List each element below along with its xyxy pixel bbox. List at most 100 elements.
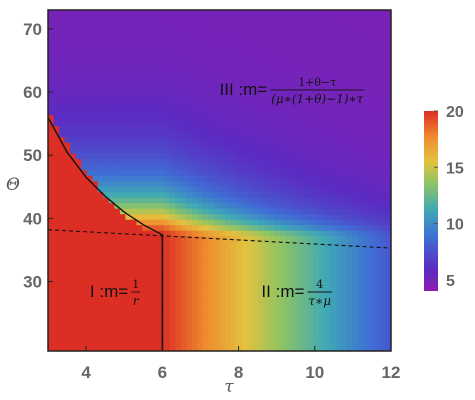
heatmap-cell-3800 bbox=[385, 246, 391, 253]
heatmap-cell-1324 bbox=[164, 224, 171, 231]
heatmap-cell-1282 bbox=[158, 114, 165, 121]
heatmap-cell-551 bbox=[92, 43, 99, 50]
heatmap-cell-3146 bbox=[324, 92, 331, 99]
heatmap-cell-103 bbox=[53, 120, 60, 127]
heatmap-cell-1820 bbox=[208, 224, 215, 231]
heatmap-cell-2659 bbox=[280, 43, 287, 50]
heatmap-cell-2647 bbox=[280, 109, 287, 116]
heatmap-cell-2977 bbox=[313, 340, 320, 347]
heatmap-cell-2820 bbox=[296, 180, 304, 187]
heatmap-cell-136 bbox=[59, 279, 66, 286]
heatmap-cell-3705 bbox=[374, 87, 381, 94]
heatmap-cell-1146 bbox=[147, 180, 154, 187]
heatmap-cell-2960 bbox=[308, 92, 315, 99]
heatmap-cell-1369 bbox=[169, 318, 176, 325]
heatmap-cell-3792 bbox=[385, 290, 391, 297]
heatmap-cell-728 bbox=[108, 92, 116, 99]
heatmap-cell-638 bbox=[103, 246, 110, 253]
heatmap-cell-2696 bbox=[285, 180, 293, 187]
heatmap-cell-1570 bbox=[186, 235, 193, 242]
heatmap-cell-3226 bbox=[335, 334, 342, 341]
heatmap-cell-2075 bbox=[230, 186, 237, 193]
heatmap-cell-423 bbox=[81, 65, 88, 72]
heatmap-cell-1859 bbox=[208, 10, 215, 17]
heatmap-cell-542 bbox=[92, 92, 99, 99]
heatmap-cell-1848 bbox=[208, 70, 215, 77]
heatmap-cell-944 bbox=[130, 268, 138, 275]
heatmap-cell-758 bbox=[114, 268, 121, 275]
heatmap-cell-2238 bbox=[247, 312, 254, 319]
heatmap-cell-1807 bbox=[208, 296, 215, 303]
heatmap-cell-975 bbox=[130, 98, 138, 105]
heatmap-cell-2399 bbox=[258, 109, 265, 116]
heatmap-cell-2968 bbox=[308, 48, 315, 55]
heatmap-cell-1850 bbox=[208, 59, 215, 66]
heatmap-cell-1417 bbox=[169, 54, 176, 61]
heatmap-cell-3002 bbox=[313, 202, 320, 209]
heatmap-cell-1071 bbox=[142, 252, 149, 259]
heatmap-cell-2567 bbox=[274, 208, 282, 215]
heatmap-cell-1505 bbox=[180, 252, 188, 259]
heatmap-cell-917 bbox=[125, 76, 132, 83]
heatmap-cell-3699 bbox=[374, 120, 381, 127]
heatmap-cell-2895 bbox=[302, 109, 309, 116]
heatmap-cell-1573 bbox=[186, 219, 193, 226]
heatmap-cell-3572 bbox=[363, 136, 370, 143]
heatmap-cell-1815 bbox=[208, 252, 215, 259]
heatmap-cell-766 bbox=[114, 224, 121, 231]
heatmap-cell-221 bbox=[64, 153, 71, 160]
heatmap-cell-273 bbox=[70, 208, 77, 215]
heatmap-cell-335 bbox=[75, 208, 82, 215]
heatmap-cell-2447 bbox=[263, 186, 270, 193]
heatmap-cell-1902 bbox=[213, 114, 221, 121]
heatmap-cell-2350 bbox=[252, 37, 259, 44]
heatmap-cell-2397 bbox=[258, 120, 265, 127]
heatmap-cell-3467 bbox=[352, 32, 359, 39]
heatmap-cell-287 bbox=[70, 131, 77, 138]
heatmap-cell-935 bbox=[130, 318, 138, 325]
heatmap-cell-3816 bbox=[385, 158, 391, 165]
heatmap-cell-1137 bbox=[147, 230, 154, 237]
heatmap-cell-164 bbox=[59, 125, 66, 132]
heatmap-cell-2234 bbox=[247, 334, 254, 341]
heatmap-cell-438 bbox=[86, 323, 93, 330]
heatmap-cell-1394 bbox=[169, 180, 176, 187]
heatmap-cell-3781 bbox=[379, 10, 387, 17]
heatmap-cell-1804 bbox=[208, 312, 215, 319]
heatmap-cell-925 bbox=[125, 32, 132, 39]
heatmap-cell-1802 bbox=[208, 323, 215, 330]
heatmap-cell-1884 bbox=[213, 213, 221, 220]
heatmap-cell-1482 bbox=[175, 37, 182, 44]
heatmap-cell-2637 bbox=[280, 164, 287, 171]
heatmap-cell-837 bbox=[119, 175, 127, 182]
heatmap-cell-670 bbox=[103, 70, 110, 77]
heatmap-cell-3604 bbox=[368, 301, 376, 308]
heatmap-cell-1186 bbox=[153, 301, 160, 308]
heatmap-cell-2318 bbox=[252, 213, 259, 220]
heatmap-cell-534 bbox=[92, 136, 99, 143]
heatmap-cell-2517 bbox=[269, 142, 276, 149]
heatmap-cell-870 bbox=[125, 334, 132, 341]
heatmap-cell-3417 bbox=[352, 307, 359, 314]
heatmap-cell-2840 bbox=[296, 70, 304, 77]
heatmap-cell-709 bbox=[108, 197, 116, 204]
heatmap-cell-67 bbox=[53, 318, 60, 325]
heatmap-cell-905 bbox=[125, 142, 132, 149]
heatmap-cell-1521 bbox=[180, 164, 188, 171]
heatmap-cell-2040 bbox=[225, 37, 232, 44]
heatmap-cell-2870 bbox=[302, 246, 309, 253]
heatmap-cell-3563 bbox=[363, 186, 370, 193]
heatmap-cell-3702 bbox=[374, 103, 381, 110]
heatmap-cell-3183 bbox=[330, 230, 337, 237]
heatmap-cell-1910 bbox=[213, 70, 221, 77]
heatmap-cell-2594 bbox=[274, 59, 282, 66]
heatmap-cell-260 bbox=[70, 279, 77, 286]
heatmap-cell-2087 bbox=[230, 120, 237, 127]
heatmap-cell-2554 bbox=[274, 279, 282, 286]
heatmap-cell-1336 bbox=[164, 158, 171, 165]
heatmap-cell-2039 bbox=[225, 43, 232, 50]
heatmap-cell-2597 bbox=[274, 43, 282, 50]
heatmap-cell-3127 bbox=[324, 197, 331, 204]
heatmap-cell-277 bbox=[70, 186, 77, 193]
heatmap-cell-2430 bbox=[263, 279, 270, 286]
